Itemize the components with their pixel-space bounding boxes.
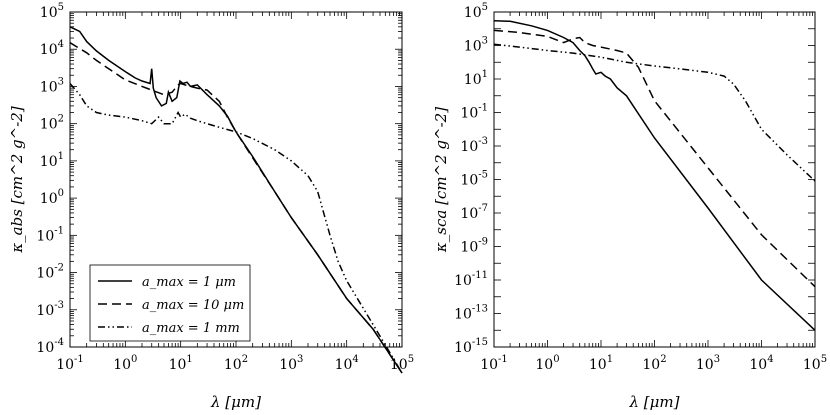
y-tick-label: 105 [464, 2, 488, 21]
y-tick-label: 10-1 [36, 225, 64, 244]
right-panel-scattering: 10-1 100 101 102 103 104 105 10-15 10-13 10-11 10-… [432, 2, 827, 411]
y-tick-label: 10-11 [454, 270, 488, 289]
y-tick-label: 10-2 [36, 263, 64, 282]
y-tick-label: 101 [464, 69, 488, 88]
left-tick-labels: 10-1 100 101 102 103 104 105 10-4 10-3 10-2 10-1 10… [36, 2, 414, 373]
x-tick-label: 102 [642, 354, 666, 373]
series-line-dashdot [69, 83, 403, 374]
x-tick-label: 101 [589, 354, 613, 373]
legend-entry: a_max = 1 μm [142, 275, 236, 290]
legend: a_max = 1 μm a_max = 10 μm a_max = 1 mm [89, 264, 251, 342]
y-tick-label: 10-15 [454, 337, 488, 356]
x-tick-label: 104 [335, 354, 359, 373]
right-plot-frame [493, 11, 816, 348]
y-tick-label: 10-1 [460, 103, 488, 122]
x-tick-label: 105 [390, 354, 414, 373]
series-line-dashed [69, 42, 403, 374]
series-line-dashdot [493, 43, 816, 182]
x-tick-label: 10-1 [56, 354, 84, 373]
legend-entry: a_max = 1 mm [142, 321, 240, 336]
left-x-axis-label: λ [μm] [210, 393, 261, 411]
y-tick-label: 10-13 [454, 304, 488, 323]
legend-entry: a_max = 10 μm [142, 298, 244, 313]
left-ticks [69, 11, 403, 348]
x-tick-label: 101 [169, 354, 193, 373]
y-tick-label: 103 [464, 36, 488, 55]
right-series [493, 20, 816, 331]
series-line-dashed [493, 29, 816, 288]
x-tick-label: 105 [803, 354, 827, 373]
left-series [69, 26, 403, 374]
y-tick-label: 10-7 [460, 203, 488, 222]
y-tick-label: 103 [40, 76, 64, 95]
left-panel-absorption: 10-1 100 101 102 103 104 105 10-4 10-3 10-2 10-1 10… [8, 2, 414, 411]
x-tick-label: 100 [535, 354, 559, 373]
y-tick-label: 104 [40, 39, 64, 58]
right-ticks [493, 11, 816, 348]
y-tick-label: 10-3 [460, 136, 488, 155]
y-tick-label: 10-9 [460, 237, 488, 256]
y-tick-label: 102 [40, 114, 64, 133]
x-tick-label: 10-1 [480, 354, 508, 373]
x-tick-label: 103 [279, 354, 303, 373]
y-tick-label: 10-5 [460, 170, 488, 189]
y-tick-label: 10-3 [36, 300, 64, 319]
series-line-solid [69, 26, 403, 374]
right-x-axis-label: λ [μm] [629, 393, 680, 411]
y-tick-label: 105 [40, 2, 64, 21]
y-tick-label: 101 [40, 151, 64, 170]
x-tick-label: 104 [749, 354, 773, 373]
x-tick-label: 100 [113, 354, 137, 373]
right-tick-labels: 10-1 100 101 102 103 104 105 10-15 10-13 10-11 10-… [454, 2, 827, 373]
right-y-axis-label: κ_sca [cm^2 g^-2] [432, 107, 450, 253]
left-y-axis-label: κ_abs [cm^2 g^-2] [8, 106, 26, 253]
legend-box [89, 264, 251, 342]
y-tick-label: 10-4 [36, 337, 64, 356]
x-tick-label: 102 [224, 354, 248, 373]
series-line-solid [493, 20, 816, 331]
y-tick-label: 100 [40, 188, 64, 207]
x-tick-label: 103 [696, 354, 720, 373]
